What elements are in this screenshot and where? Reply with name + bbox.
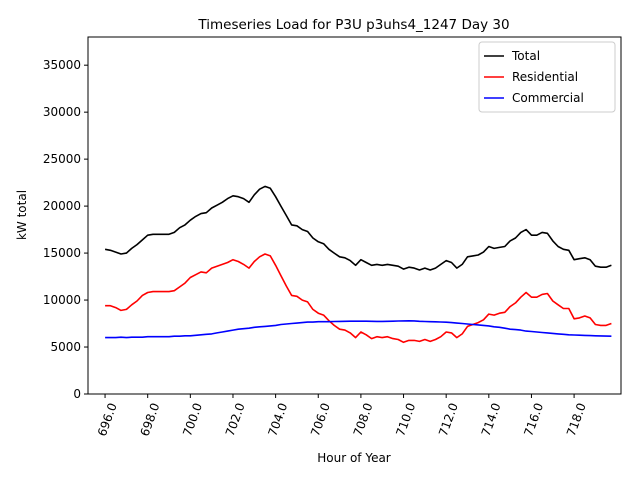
legend-label-commercial: Commercial [512,91,584,105]
legend: Total Residential Commercial [478,41,616,113]
y-axis: 0 5000 10000 15000 20000 25000 30000 35000 [43,58,88,401]
x-tick-label: 710.0 [393,401,418,438]
y-tick-label: 25000 [43,152,81,166]
x-tick-label: 708.0 [351,401,376,438]
y-tick-label: 35000 [43,58,81,72]
legend-label-residential: Residential [512,70,578,84]
x-tick-label: 714.0 [479,401,504,438]
x-tick-label: 716.0 [521,401,546,438]
series-line-total [104,185,612,271]
series-line-residential [105,253,612,344]
legend-label-total: Total [511,49,540,63]
x-tick-label: 712.0 [436,401,461,438]
plot-lines [104,185,612,344]
chart-title: Timeseries Load for P3U p3uhs4_1247 Day … [197,17,509,33]
x-axis-label: Hour of Year [317,451,391,465]
x-tick-label: 704.0 [265,401,290,438]
series-line-commercial [105,319,612,339]
x-tick-label: 696.0 [95,401,120,438]
x-tick-label: 702.0 [223,401,248,438]
y-tick-label: 15000 [43,246,81,260]
y-tick-label: 30000 [43,105,81,119]
plot-frame [87,36,622,395]
x-tick-label: 698.0 [138,401,163,438]
x-tick-label: 700.0 [180,401,205,438]
y-tick-label: 0 [73,387,81,401]
x-tick-label: 706.0 [308,401,333,438]
y-tick-label: 10000 [43,293,81,307]
x-tick-label: 718.0 [564,401,589,438]
y-tick-label: 20000 [43,199,81,213]
legend-box [478,41,616,113]
y-tick-label: 5000 [50,340,81,354]
y-axis-label: kW total [15,190,29,240]
x-axis: 696.0 698.0 700.0 702.0 704.0 706.0 708.0 710.0… [95,394,589,438]
